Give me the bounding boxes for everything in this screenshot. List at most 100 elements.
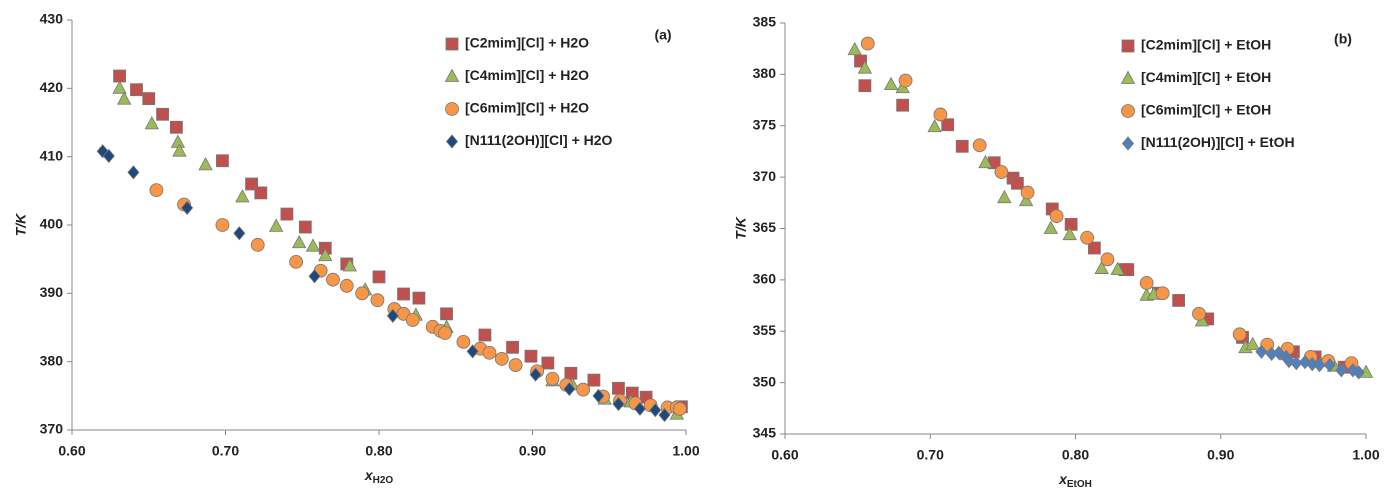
marker-circle [860, 36, 875, 51]
marker-circle [438, 326, 452, 340]
marker-triangle [1018, 192, 1034, 207]
marker-diamond [127, 165, 140, 180]
marker-square [955, 139, 969, 153]
legend-label: [C4mim][Cl] + EtOH [1141, 69, 1271, 85]
marker-square [1011, 176, 1024, 190]
marker-square [445, 37, 459, 51]
marker-square [858, 79, 872, 93]
marker-triangle [1062, 226, 1077, 241]
marker-circle [1192, 306, 1206, 321]
marker-triangle [1245, 336, 1260, 351]
marker-circle [149, 183, 164, 198]
marker-triangle [318, 247, 333, 262]
marker-triangle [444, 68, 460, 82]
marker-circle [482, 345, 497, 360]
annotation: (a) [654, 27, 671, 43]
marker-diamond [1323, 358, 1336, 373]
marker-circle [250, 237, 265, 252]
marker-circle [1232, 327, 1247, 342]
marker-triangle [112, 80, 127, 94]
marker-square [113, 69, 126, 83]
marker-diamond [308, 269, 321, 284]
marker-square [169, 120, 183, 134]
y-tick-label: 385 [753, 14, 777, 30]
marker-circle [326, 272, 340, 287]
marker-circle [445, 102, 459, 116]
marker-square [440, 307, 453, 321]
marker-diamond [386, 308, 399, 324]
marker-triangle [1094, 260, 1109, 274]
marker-diamond [592, 388, 605, 403]
marker-triangle [978, 154, 993, 169]
marker-diamond [658, 407, 671, 423]
y-tick-label: 365 [753, 219, 777, 235]
marker-diamond [102, 148, 115, 164]
marker-square [1087, 241, 1101, 255]
x-label-sub: EtOH [1067, 479, 1092, 488]
marker-diamond [1335, 363, 1348, 378]
marker-square [541, 356, 555, 370]
y-tick-label: 420 [40, 79, 64, 95]
marker-triangle [883, 76, 899, 91]
y-axis-label: T/K [733, 216, 749, 239]
y-tick-label: 380 [40, 352, 64, 368]
marker-diamond [612, 396, 625, 412]
marker-triangle [144, 116, 159, 130]
marker-diamond [466, 344, 479, 359]
marker-circle [508, 358, 523, 372]
marker-circle [405, 313, 420, 327]
marker-circle [933, 107, 948, 122]
marker-square [156, 107, 169, 121]
x-tick-label: 0.90 [519, 443, 546, 459]
marker-square [298, 220, 312, 234]
marker-triangle [268, 218, 284, 232]
marker-triangle [1120, 70, 1136, 84]
x-axis-label: xEtOH [1058, 471, 1092, 488]
marker-square [130, 83, 143, 97]
marker-square [506, 340, 519, 354]
marker-circle [1049, 209, 1064, 224]
marker-circle [494, 352, 509, 366]
legend-label: [N111(2OH)][Cl] + EtOH [1141, 134, 1295, 150]
legend-label: [C2mim][Cl] + EtOH [1141, 37, 1271, 53]
marker-circle [545, 371, 560, 386]
marker-diamond [233, 226, 246, 241]
marker-circle [898, 73, 913, 88]
marker-square [564, 366, 578, 380]
marker-circle [456, 334, 471, 349]
marker-circle [972, 138, 987, 153]
marker-diamond [445, 134, 459, 149]
x-tick-label: 0.90 [1207, 447, 1234, 463]
marker-square [254, 186, 268, 200]
x-label-main: x [364, 467, 374, 483]
marker-circle [1121, 104, 1135, 118]
y-axis-label: T/K [13, 213, 29, 236]
y-tick-label: 430 [40, 11, 64, 27]
x-tick-label: 0.70 [212, 443, 239, 459]
marker-triangle [997, 189, 1012, 204]
marker-diamond [1306, 357, 1319, 372]
legend-label: [C6mim][Cl] + H2O [465, 100, 589, 116]
marker-square [587, 373, 601, 387]
y-tick-label: 380 [753, 65, 777, 81]
marker-circle [1155, 286, 1170, 301]
x-label-sub: H2O [373, 475, 394, 486]
y-tick-label: 410 [40, 147, 64, 163]
annotation: (b) [1334, 31, 1352, 47]
marker-triangle [235, 189, 250, 203]
marker-triangle [847, 41, 862, 56]
marker-triangle [198, 157, 213, 171]
marker-circle [339, 278, 354, 293]
marker-triangle [117, 91, 132, 105]
y-tick-label: 390 [40, 284, 64, 300]
marker-diamond [1352, 365, 1365, 380]
marker-square [142, 92, 156, 105]
marker-square [1172, 294, 1186, 307]
y-tick-label: 400 [40, 216, 64, 232]
legend-label: [C6mim][Cl] + EtOH [1141, 102, 1271, 118]
marker-diamond [529, 367, 542, 382]
x-tick-label: 0.60 [58, 443, 85, 459]
marker-circle [576, 382, 591, 397]
marker-square [216, 154, 229, 168]
marker-square [896, 98, 910, 112]
